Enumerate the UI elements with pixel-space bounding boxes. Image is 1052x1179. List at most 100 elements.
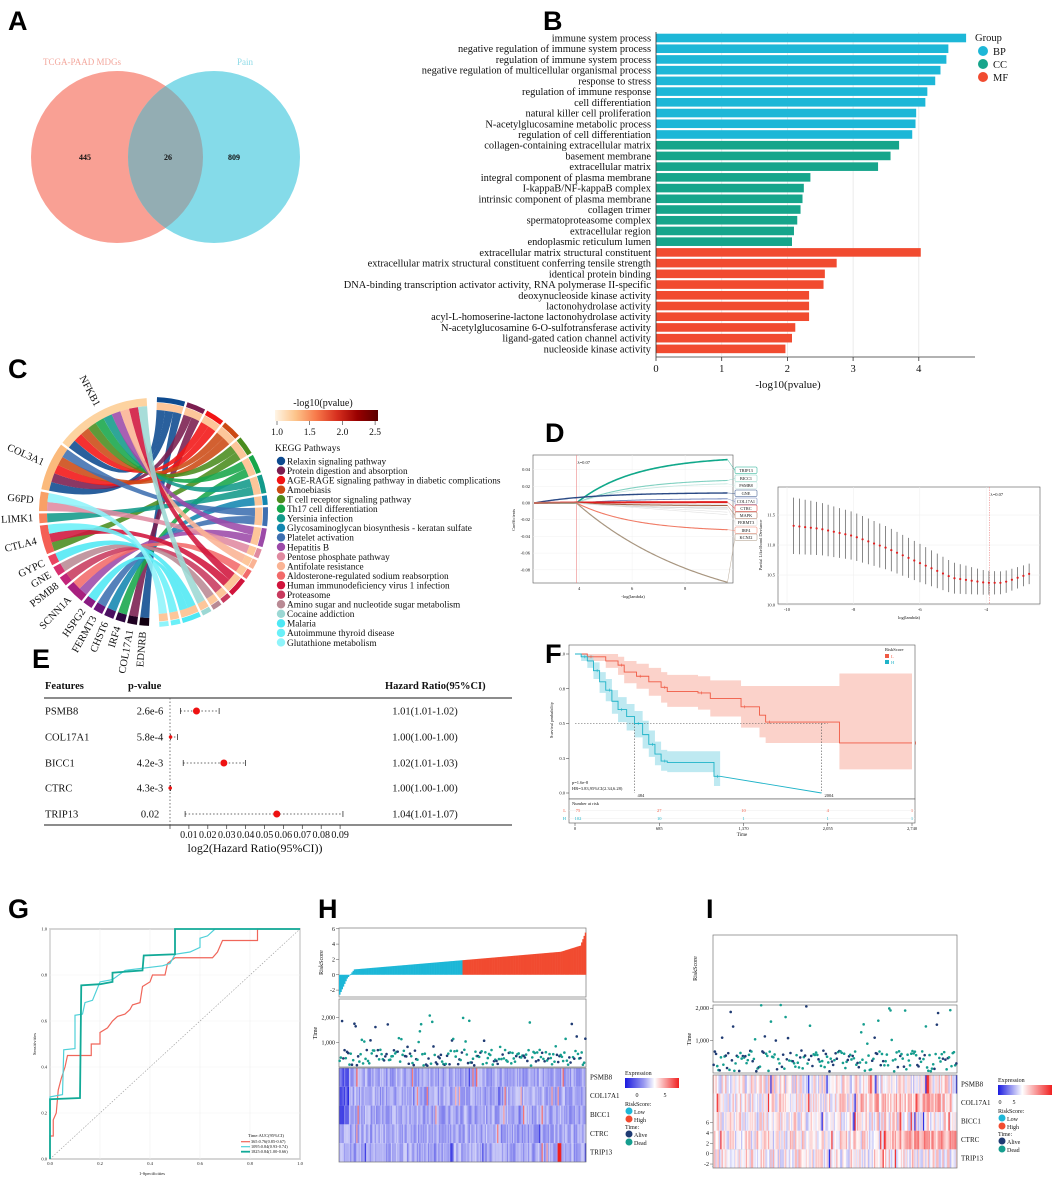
heatmap-cell (925, 1130, 927, 1150)
patient-point (829, 1057, 833, 1060)
column-header: p-value (128, 681, 162, 692)
heatmap-cell (904, 1093, 907, 1113)
heatmap-cell (509, 1086, 511, 1106)
heatmap-cell (837, 1149, 839, 1168)
heatmap-cell (460, 1068, 462, 1087)
heatmap-cell (548, 1124, 551, 1144)
riskscore-bar (355, 969, 357, 975)
heatmap-cell (844, 1075, 847, 1094)
gene-row-label: PSMB8 (590, 1073, 613, 1081)
heatmap-cell (739, 1130, 742, 1150)
heatmap-cell (936, 1112, 938, 1131)
heatmap-cell (774, 1093, 776, 1113)
riskscore-bar (560, 951, 562, 975)
heatmap-cell (525, 1086, 528, 1106)
legend-label: Relaxin signaling pathway (287, 457, 386, 467)
riskscore-bar (562, 951, 565, 975)
heatmap-cell (875, 1093, 877, 1113)
patient-point (408, 1052, 412, 1055)
heatmap-cell (802, 1149, 804, 1168)
risk-group-label: H (563, 816, 567, 821)
patient-point (392, 1048, 396, 1052)
heatmap-cell (555, 1124, 557, 1144)
heatmap-cell (804, 1149, 807, 1168)
heatmap-cell (930, 1149, 932, 1168)
heatmap-cell (466, 1086, 468, 1106)
heatmap-cell (513, 1068, 515, 1087)
heatmap-cell (458, 1086, 461, 1106)
heatmap-cell (582, 1124, 584, 1144)
riskscore-bar (367, 968, 369, 975)
gene-label: FERMT3 (738, 520, 754, 525)
heatmap-cell (875, 1075, 877, 1094)
heatmap-cell (540, 1124, 542, 1144)
heatmap-cell (414, 1143, 416, 1162)
cv-point (936, 569, 939, 572)
heatmap-cell (453, 1086, 456, 1106)
heatmap-cell (788, 1130, 791, 1150)
heatmap-cell (820, 1149, 822, 1168)
patient-point (858, 1061, 862, 1064)
heatmap-cell (483, 1086, 486, 1106)
heatmap-cell (448, 1143, 451, 1162)
heatmap-cell (523, 1105, 525, 1125)
heatmap-cell (527, 1105, 530, 1125)
heatmap-cell (850, 1093, 853, 1113)
heatmap-cell (936, 1093, 938, 1113)
heatmap-cell (767, 1130, 770, 1150)
heatmap-cell (550, 1086, 552, 1106)
column-header: Hazard Ratio(95%CI) (385, 681, 486, 692)
heatmap-cell (863, 1075, 865, 1094)
heatmap-cell (342, 1143, 345, 1162)
patient-point (925, 1066, 929, 1069)
heatmap-cell (763, 1149, 765, 1168)
heatmap-cell (383, 1086, 385, 1106)
heatmap-cell (848, 1112, 850, 1131)
cv-point (792, 524, 795, 527)
legend-label: Malaria (287, 620, 316, 630)
heatmap-cell (441, 1143, 444, 1162)
heatmap-cell (583, 1124, 586, 1144)
heatmap-cell (948, 1112, 950, 1131)
heatmap-cell (356, 1124, 358, 1144)
heatmap-cell (566, 1105, 568, 1125)
heatmap-cell (557, 1068, 560, 1087)
heatmap-cell (421, 1086, 424, 1106)
heatmap-cell (847, 1075, 849, 1094)
heatmap-cell (366, 1124, 368, 1144)
heatmap-cell (803, 1112, 805, 1131)
legend-label: Pentose phosphate pathway (287, 553, 390, 563)
heatmap-cell (574, 1068, 577, 1087)
heatmap-cell (557, 1086, 560, 1106)
heatmap-cell (885, 1130, 887, 1150)
heatmap-cell (905, 1093, 908, 1113)
heatmap-cell (932, 1130, 935, 1150)
heatmap-cell (573, 1143, 576, 1162)
patient-point (826, 1061, 830, 1064)
heatmap-cell (886, 1093, 888, 1113)
legend-title: KEGG Pathways (275, 444, 340, 454)
heatmap-cell (886, 1149, 888, 1168)
riskscore-bar (348, 974, 351, 976)
heatmap-cell (878, 1075, 881, 1094)
heatmap-cell (933, 1130, 936, 1150)
heatmap-cell (532, 1068, 535, 1087)
heatmap-cell (845, 1149, 848, 1168)
heatmap-cell (477, 1143, 479, 1162)
heatmap-cell (725, 1149, 727, 1168)
riskscore-bar (395, 965, 398, 975)
heatmap-cell (511, 1143, 514, 1162)
heatmap-cell (942, 1112, 944, 1131)
heatmap-cell (800, 1112, 803, 1131)
patient-point (340, 1019, 344, 1023)
riskscore-bar (519, 955, 521, 975)
heatmap-cell (471, 1143, 473, 1162)
bar (656, 183, 804, 193)
y-tick-label: 0.02 (522, 484, 530, 489)
heatmap-cell (356, 1105, 358, 1125)
heatmap-cell (440, 1124, 442, 1144)
heatmap-cell (494, 1143, 497, 1162)
gene-label: BICC1 (740, 476, 752, 481)
riskscore-bar (477, 958, 479, 975)
riskscore-bar (378, 967, 381, 975)
